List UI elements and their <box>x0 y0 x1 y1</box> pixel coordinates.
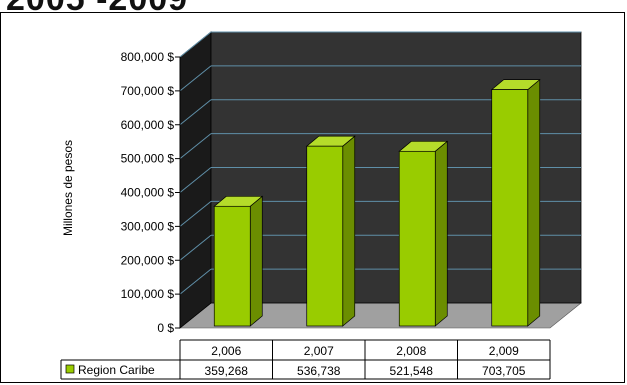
legend-swatch <box>65 364 75 374</box>
x-tick-label: 2,009 <box>489 344 519 358</box>
bar-front <box>398 150 436 327</box>
y-tick-label: 700,000 $ <box>121 84 175 98</box>
bar-side <box>342 135 356 327</box>
bar-front <box>306 145 344 327</box>
gridline-side <box>179 268 212 295</box>
bar-side <box>527 78 541 327</box>
y-tick-label: 200,000 $ <box>121 253 175 267</box>
x-tick-label: 2,008 <box>396 344 426 358</box>
gridline-side <box>179 65 212 92</box>
data-label: 359,268 <box>205 364 249 378</box>
y-tick-label: 100,000 $ <box>121 287 175 301</box>
data-label: 521,548 <box>390 364 434 378</box>
y-axis-label: Millones de pesos <box>61 140 75 236</box>
y-axis: 0 $ 100,000 $ 200,000 $ 300,000 $ 400,000 $ 5… <box>121 50 181 335</box>
x-tick-label: 2,007 <box>304 344 334 358</box>
legend-label: Region Caribe <box>78 363 155 377</box>
bar <box>490 78 541 327</box>
bar-front <box>213 205 251 327</box>
x-tick-label: 2,006 <box>211 344 241 358</box>
y-tick-label: 300,000 $ <box>121 219 175 233</box>
gridline-side <box>179 234 212 261</box>
data-table: 2,006 359,268 2,007 536,738 2,008 521,548 2,00… <box>60 339 551 380</box>
bar-side <box>249 195 263 327</box>
bar-side <box>434 140 448 327</box>
y-tick-label: 800,000 $ <box>121 50 175 64</box>
y-tick-label: 0 $ <box>157 321 174 335</box>
gridline-side <box>179 167 212 193</box>
gridline-side <box>179 133 212 160</box>
y-tick-label: 600,000 $ <box>121 118 175 132</box>
bars <box>213 78 541 327</box>
bar-front <box>491 89 529 327</box>
gridline-side <box>179 200 212 227</box>
data-label: 703,705 <box>482 364 526 378</box>
y-tick-label: 500,000 $ <box>121 152 175 166</box>
data-label: 536,738 <box>297 364 341 378</box>
y-tick-label: 400,000 $ <box>121 186 175 200</box>
gridline-side <box>179 99 212 126</box>
bar <box>398 140 449 327</box>
bar <box>213 195 264 327</box>
gridline-side <box>179 31 212 58</box>
bar <box>305 135 356 327</box>
